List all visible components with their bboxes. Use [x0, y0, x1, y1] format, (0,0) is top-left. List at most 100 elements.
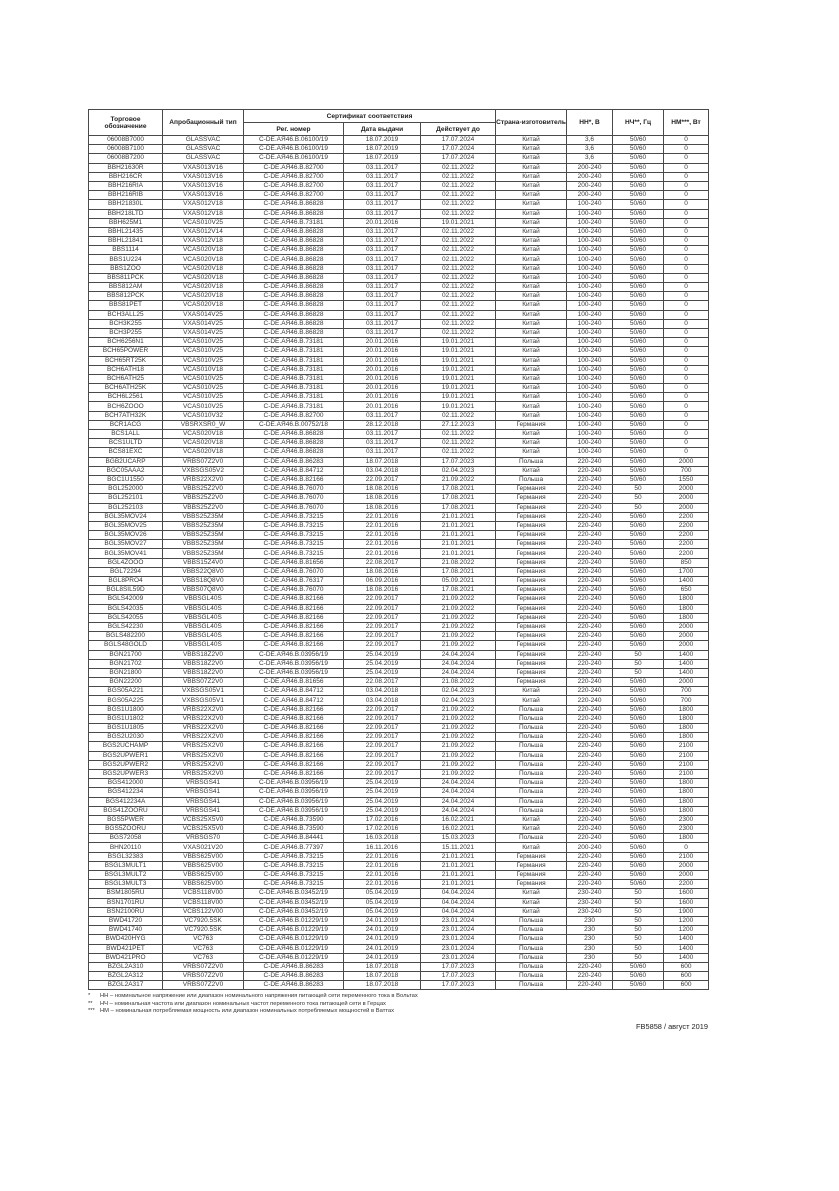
- table-row: BGL35MOV25 VBBS25Z35M C-DE.АЯ46.В.73215 22.…: [88, 520, 710, 532]
- cell-voltage: 200-240: [566, 171, 614, 182]
- cell-voltage: 230: [566, 943, 614, 954]
- cell-trade-name: BCH3K255: [88, 318, 163, 329]
- footnote-voltage: * НН – номинальное напряжение или диапазо…: [88, 993, 418, 1001]
- cell-approval-type: VXAS014V25: [162, 327, 244, 339]
- cell-valid-until: 21.01.2021: [419, 851, 497, 862]
- cell-frequency: 50/60: [612, 511, 665, 522]
- cell-country: Германия: [495, 594, 568, 605]
- cell-power: 700: [663, 695, 710, 706]
- cell-voltage: 100-240: [566, 410, 614, 421]
- table-row: BGL4ZOOO VBBS15Z4V0 C-DE.АЯ46.В.81656 22.08…: [88, 557, 710, 568]
- cell-power: 1800: [663, 732, 710, 743]
- cell-reg-number: C-DE.АЯ46.В.82700: [243, 162, 344, 173]
- cell-power: 1400: [663, 649, 710, 660]
- cell-valid-until: 02.04.2023: [419, 686, 497, 697]
- cell-issue-date: 25.04.2019: [343, 778, 421, 789]
- cell-country: Китай: [495, 300, 568, 311]
- cell-approval-type: VBBS25Z35M: [162, 511, 244, 522]
- cell-trade-name: BBS812AM: [88, 281, 163, 293]
- cell-issue-date: 22.09.2017: [343, 759, 421, 770]
- cell-country: Китай: [495, 373, 568, 385]
- cell-reg-number: C-DE.АЯ46.В.73215: [243, 851, 344, 862]
- cell-valid-until: 02.11.2022: [419, 300, 497, 311]
- cell-reg-number: C-DE.АЯ46.В.73215: [243, 520, 344, 532]
- cell-issue-date: 03.11.2017: [343, 300, 421, 311]
- cell-issue-date: 20.01.2016: [343, 217, 421, 228]
- cell-issue-date: 22.09.2017: [343, 631, 421, 642]
- cell-valid-until: 21.09.2022: [419, 612, 497, 623]
- cell-frequency: 50/60: [612, 796, 665, 807]
- cell-country: Польша: [495, 732, 568, 743]
- header-issue-date: Дата выдачи: [343, 122, 421, 136]
- cell-frequency: 50/60: [612, 851, 665, 862]
- table-row: BCS81EXC VCAS020V18 C-DE.АЯ46.В.86828 03.11…: [88, 447, 710, 458]
- cell-power: 1800: [663, 594, 710, 605]
- cell-approval-type: VBBSGL40S: [162, 603, 244, 614]
- cell-frequency: 50/60: [612, 677, 665, 688]
- cell-valid-until: 02.04.2023: [419, 695, 497, 706]
- table-row: BBH21630R VXAS013V16 C-DE.АЯ46.В.82700 03.1…: [88, 162, 710, 173]
- cell-valid-until: 15.11.2021: [419, 842, 497, 853]
- cell-trade-name: BGLS482200: [88, 631, 163, 642]
- table-row: BBS812PCK VCAS020V18 C-DE.АЯ46.В.86828 03.1…: [88, 291, 710, 302]
- cell-reg-number: C-DE.АЯ46.В.82166: [243, 474, 344, 486]
- cell-country: Германия: [495, 603, 568, 614]
- cell-valid-until: 02.11.2022: [419, 208, 497, 219]
- cell-reg-number: C-DE.АЯ46.В.73181: [243, 217, 344, 228]
- cell-approval-type: VCAS010V32: [162, 410, 244, 421]
- cell-voltage: 100-240: [566, 281, 614, 293]
- cell-issue-date: 03.11.2017: [343, 447, 421, 458]
- cell-voltage: 220-240: [566, 456, 614, 467]
- cell-valid-until: 17.07.2023: [419, 456, 497, 467]
- cell-issue-date: 03.04.2018: [343, 686, 421, 697]
- cell-issue-date: 22.09.2017: [343, 732, 421, 743]
- cell-voltage: 100-240: [566, 401, 614, 412]
- cell-country: Польша: [495, 778, 568, 789]
- cell-issue-date: 03.11.2017: [343, 236, 421, 247]
- cell-frequency: 50/60: [612, 704, 665, 715]
- cell-issue-date: 18.07.2019: [343, 153, 421, 164]
- cell-issue-date: 03.11.2017: [343, 171, 421, 182]
- cell-trade-name: BGS05A221: [88, 686, 163, 697]
- cell-country: Польша: [495, 971, 568, 982]
- cell-reg-number: C-DE.АЯ46.В.03956/19: [243, 787, 344, 798]
- cell-voltage: 100-240: [566, 263, 614, 274]
- cell-valid-until: 21.01.2021: [419, 520, 497, 532]
- cell-voltage: 230-240: [566, 888, 614, 899]
- table-row: BGL35MOV24 VBBS25Z35M C-DE.АЯ46.В.73215 22.…: [88, 511, 710, 522]
- cell-voltage: 220-240: [566, 603, 614, 614]
- cell-valid-until: 17.07.2023: [419, 971, 497, 982]
- cell-approval-type: VRBS07Z2V0: [162, 980, 244, 991]
- cell-approval-type: VBBS625V00: [162, 879, 244, 890]
- cell-approval-type: VBBS18Z2V0: [162, 667, 244, 679]
- cell-trade-name: BHN20110: [88, 842, 163, 853]
- cell-valid-until: 21.09.2022: [419, 768, 497, 780]
- cell-power: 0: [663, 134, 710, 146]
- table-row: BBS811PCK VCAS020V18 C-DE.АЯ46.В.86828 03.1…: [88, 272, 710, 284]
- cell-issue-date: 03.11.2017: [343, 254, 421, 265]
- cell-reg-number: C-DE.АЯ46.В.86828: [243, 254, 344, 265]
- cell-trade-name: BBS81PET: [88, 300, 163, 311]
- cell-issue-date: 18.08.2016: [343, 585, 421, 596]
- cell-reg-number: C-DE.АЯ46.В.73181: [243, 383, 344, 394]
- table-row: BGS05A225 VXBSGS05V1 C-DE.АЯ46.В.84712 03.0…: [88, 695, 710, 706]
- cell-country: Германия: [495, 869, 568, 881]
- table-row: BSGL3MULT3 VBBS625V00 C-DE.АЯ46.В.73215 22.…: [88, 879, 710, 890]
- cell-valid-until: 02.11.2022: [419, 236, 497, 247]
- cell-reg-number: C-DE.АЯ46.В.73181: [243, 392, 344, 403]
- cell-voltage: 220-240: [566, 667, 614, 679]
- cell-power: 600: [663, 971, 710, 982]
- cell-frequency: 50: [612, 493, 665, 504]
- cell-issue-date: 20.01.2016: [343, 346, 421, 357]
- cell-approval-type: VRBS22X2V0: [162, 474, 244, 486]
- cell-power: 1800: [663, 833, 710, 844]
- table-row: BGS1U1805 VRBS22X2V0 C-DE.АЯ46.В.82166 22.0…: [88, 722, 710, 734]
- cell-voltage: 100-240: [566, 346, 614, 357]
- cell-power: 2100: [663, 741, 710, 752]
- cell-frequency: 50/60: [612, 833, 665, 844]
- cell-trade-name: BGC1U1550: [88, 474, 163, 486]
- cell-reg-number: C-DE.АЯ46.В.82166: [243, 750, 344, 761]
- cell-power: 1800: [663, 612, 710, 623]
- cell-trade-name: BCS1ULTD: [88, 438, 163, 449]
- cell-frequency: 50/60: [612, 263, 665, 274]
